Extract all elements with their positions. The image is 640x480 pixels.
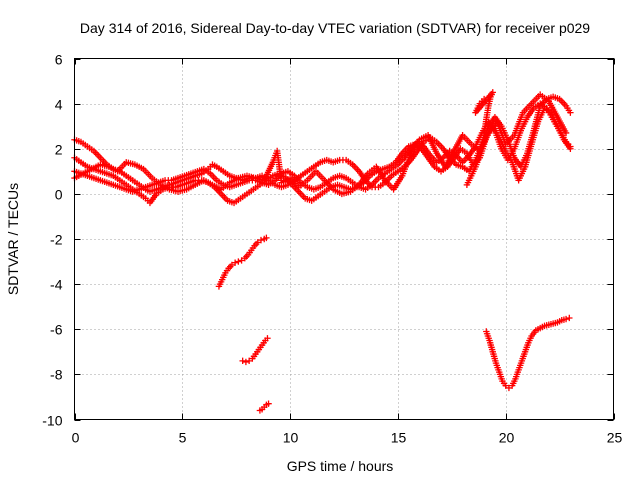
- y-tick-labels: -10 -8 -6 -4 -2 0 2 4 6: [42, 52, 62, 429]
- series-track-i: [483, 314, 573, 392]
- data-point: [562, 129, 570, 137]
- x-tick-label: 25: [607, 430, 623, 446]
- y-tick-label: -8: [50, 367, 63, 383]
- data-point: [567, 143, 574, 150]
- x-tick-label: 5: [179, 430, 187, 446]
- data-point: [567, 109, 574, 116]
- data-point: [239, 357, 246, 365]
- plot-frame: [74, 58, 614, 420]
- data-point: [505, 384, 513, 392]
- y-tick-label: -10: [42, 413, 62, 429]
- y-tick-label: 4: [55, 97, 63, 113]
- series-track-d: [71, 91, 570, 198]
- y-tick-label: -2: [50, 232, 63, 248]
- ticks: [74, 58, 615, 421]
- data-point: [238, 257, 245, 264]
- y-axis-title: SDTVAR / TECUs: [5, 183, 21, 295]
- data-point: [265, 400, 272, 407]
- y-tick-label: 2: [55, 142, 63, 158]
- y-tick-label: -4: [50, 277, 63, 293]
- chart-title: Day 314 of 2016, Sidereal Day-to-day VTE…: [80, 20, 590, 36]
- data-points: [71, 89, 574, 414]
- x-tick-label: 20: [499, 430, 515, 446]
- data-point: [562, 315, 570, 323]
- series-track-g: [239, 335, 271, 366]
- data-point: [242, 358, 250, 366]
- x-axis-title: GPS time / hours: [287, 458, 394, 474]
- data-point: [502, 382, 509, 389]
- data-point: [566, 314, 573, 322]
- data-point: [263, 234, 270, 242]
- x-tick-labels: 0 5 10 15 20 25: [72, 430, 623, 446]
- x-tick-label: 10: [283, 430, 299, 446]
- y-tick-label: -6: [50, 322, 63, 338]
- y-tick-label: 6: [55, 52, 63, 68]
- series-track-f: [215, 234, 270, 290]
- data-point: [257, 236, 265, 244]
- x-tick-label: 0: [72, 430, 80, 446]
- data-point: [480, 95, 488, 103]
- series-track-h: [256, 400, 272, 414]
- grid: [74, 58, 614, 420]
- data-point: [228, 261, 236, 269]
- x-tick-label: 15: [391, 430, 407, 446]
- y-tick-label: 0: [55, 187, 63, 203]
- series-track-e: [463, 89, 496, 189]
- data-point: [245, 357, 253, 365]
- data-point: [254, 239, 261, 246]
- data-point: [231, 259, 239, 266]
- data-point: [235, 258, 242, 265]
- data-point: [264, 335, 271, 342]
